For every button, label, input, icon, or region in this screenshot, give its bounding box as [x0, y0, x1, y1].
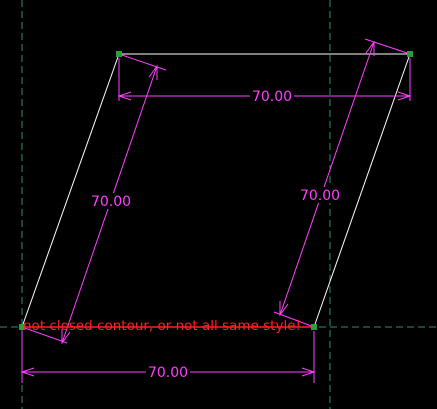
dim-right-ext-top [364, 38, 411, 55]
dimension-top[interactable]: 70.00 [117, 58, 412, 105]
dim-left-text-bg [89, 193, 133, 209]
dim-right-arrow-bottom [279, 301, 289, 317]
dim-left-ext-top [118, 53, 167, 71]
edge-left[interactable] [21, 53, 120, 328]
vertex-top-left[interactable] [116, 51, 122, 57]
vertex-top-right[interactable] [407, 51, 413, 57]
dim-right-arrow-top [365, 40, 375, 56]
dim-top-arrow-left [117, 91, 132, 101]
dim-right-line [279, 41, 375, 316]
contour-warning-message: not closed contour, or not all same styl… [23, 318, 301, 334]
dim-bottom-label: 70.00 [148, 365, 188, 381]
dimension-bottom[interactable]: 70.00 [20, 331, 316, 383]
vertex-bottom-right[interactable] [311, 324, 317, 330]
dim-left-ext-bottom [21, 326, 68, 344]
dim-left-arrow-bottom [61, 329, 71, 345]
dimension-left-slanted[interactable]: 70.00 [21, 53, 167, 345]
dim-top-text-bg [250, 88, 294, 104]
parallelogram[interactable] [21, 53, 411, 328]
dim-right-text-bg [298, 187, 342, 203]
edge-right[interactable] [313, 53, 411, 328]
dim-left-arrow-top [148, 64, 158, 80]
dim-bottom-arrow-right [301, 367, 316, 377]
dim-top-label: 70.00 [252, 89, 292, 105]
vertex-bottom-left[interactable] [19, 324, 25, 330]
dim-top-arrow-right [397, 91, 412, 101]
dim-bottom-text-bg [146, 364, 190, 380]
dim-left-label: 70.00 [91, 194, 131, 210]
dim-bottom-arrow-left [20, 367, 35, 377]
dim-right-label: 70.00 [300, 188, 340, 204]
dimension-right-slanted[interactable]: 70.00 [273, 38, 411, 328]
vertex-markers[interactable] [19, 51, 413, 330]
